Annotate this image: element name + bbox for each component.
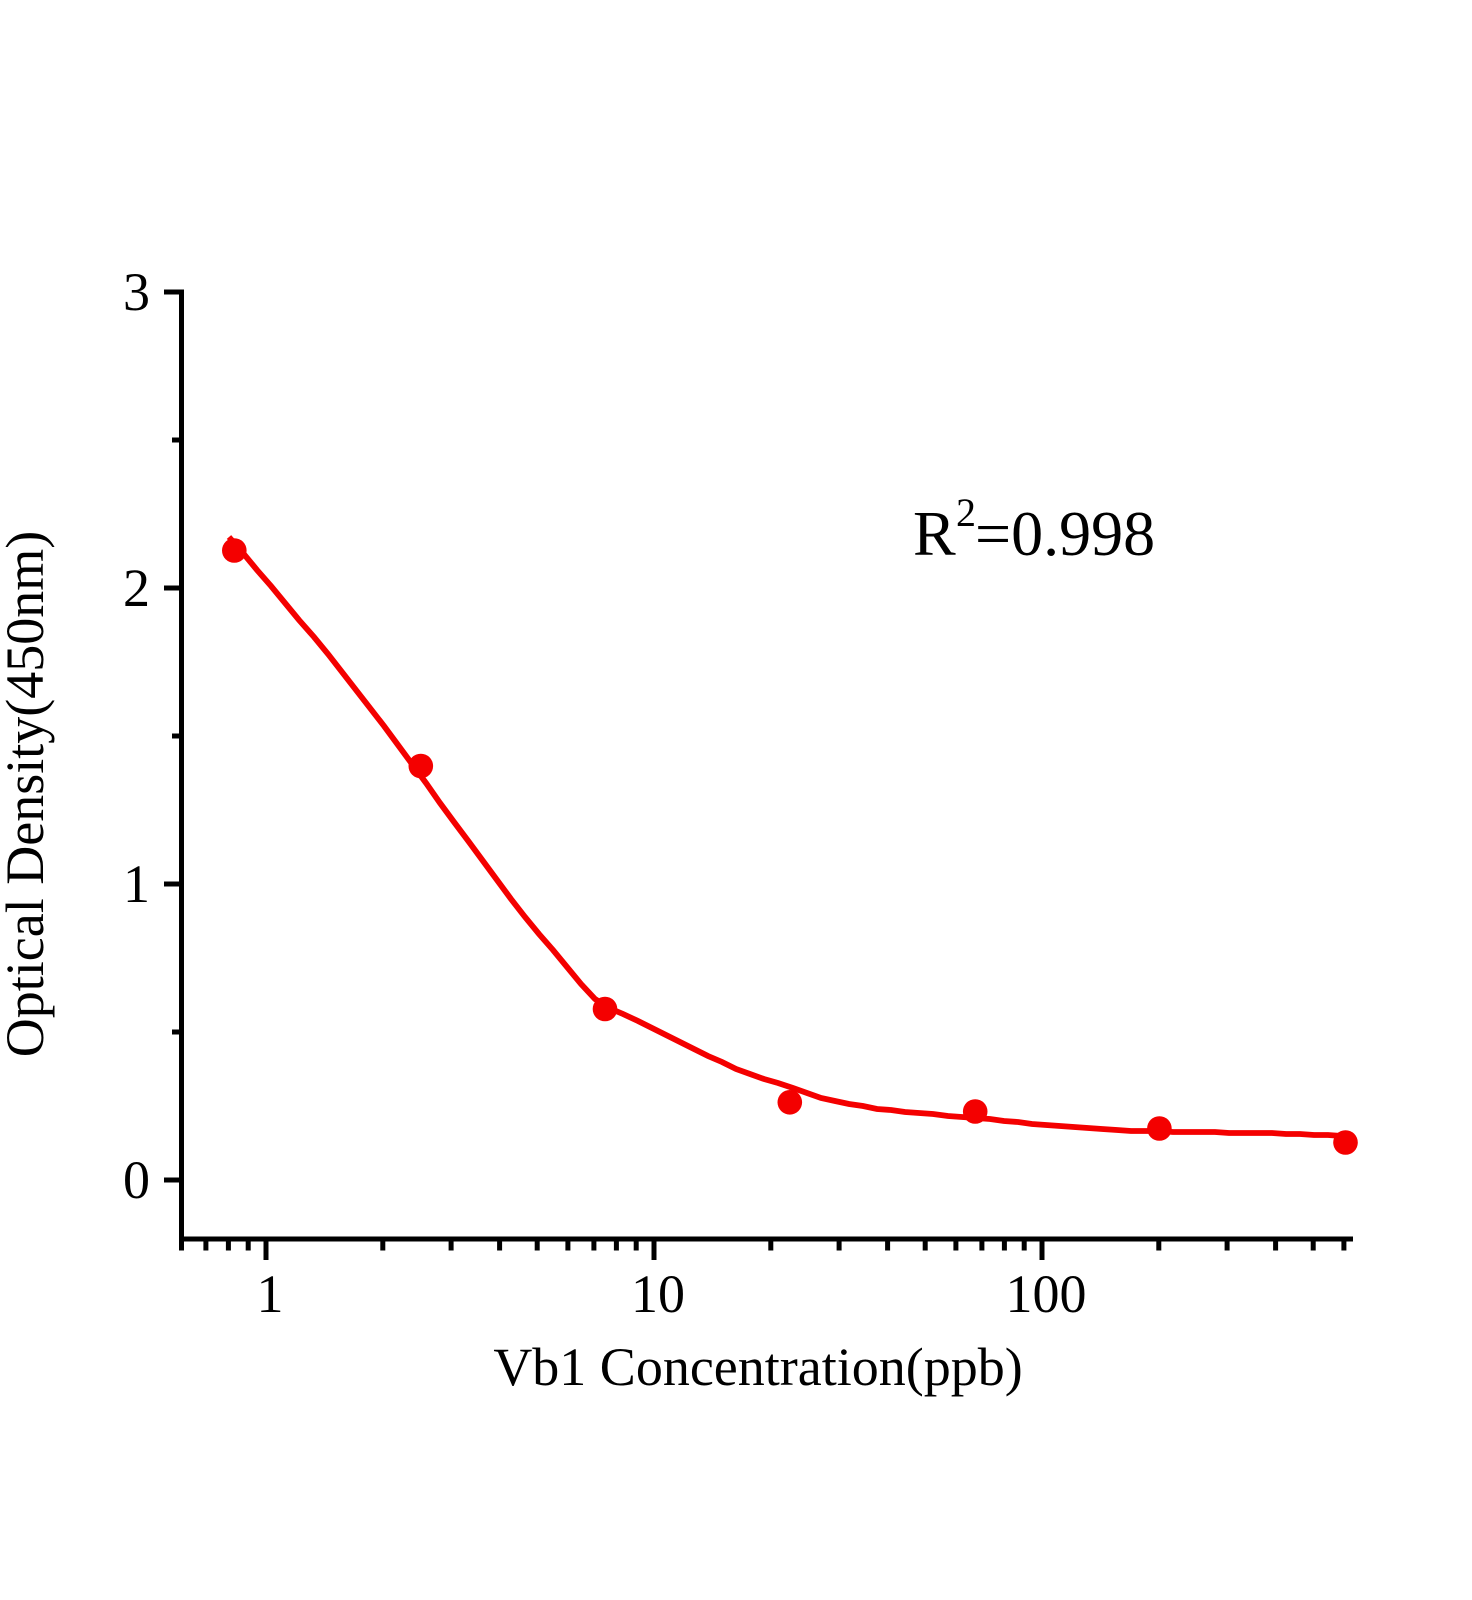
svg-text:Optical Density(450nm): Optical Density(450nm) xyxy=(0,531,55,1057)
svg-text:2: 2 xyxy=(956,490,976,535)
svg-text:0: 0 xyxy=(123,1150,150,1210)
svg-text:=0.998: =0.998 xyxy=(975,498,1155,569)
svg-text:100: 100 xyxy=(1006,1264,1087,1324)
svg-text:Vb1 Concentration(ppb): Vb1 Concentration(ppb) xyxy=(493,1337,1022,1397)
svg-text:1: 1 xyxy=(123,854,150,914)
svg-text:2: 2 xyxy=(123,558,150,618)
svg-text:10: 10 xyxy=(631,1264,685,1324)
svg-text:3: 3 xyxy=(123,262,150,322)
svg-text:1: 1 xyxy=(257,1264,284,1324)
svg-text:R: R xyxy=(913,498,956,569)
